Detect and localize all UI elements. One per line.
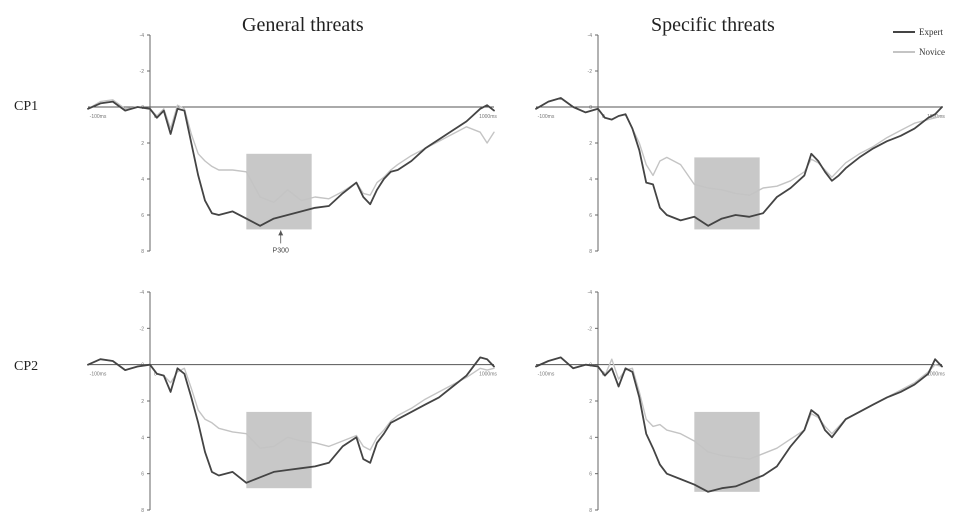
p300-window: [694, 157, 760, 230]
series-expert: [535, 356, 943, 493]
legend-item-expert: Expert: [893, 22, 945, 42]
y-tick-label: -4: [140, 33, 145, 39]
series-expert: [535, 97, 943, 227]
p300-window: [694, 411, 760, 492]
x-tick-label: 1000ms: [479, 372, 497, 378]
y-tick-label: 6: [141, 213, 144, 219]
x-tick-label: -100ms: [90, 114, 107, 120]
legend-item-novice: Novice: [893, 42, 945, 62]
y-tick-label: -2: [588, 69, 593, 75]
x-tick-label: -100ms: [538, 372, 555, 378]
row-label-cp2: CP2: [14, 359, 39, 374]
y-tick-label: 8: [589, 508, 592, 513]
y-tick-label: 8: [589, 249, 592, 255]
annotation-label: P300: [273, 247, 289, 254]
legend-swatch-expert: [893, 31, 915, 33]
row-label-cp1: CP1: [14, 99, 39, 114]
x-tick-label: -100ms: [90, 372, 107, 378]
y-tick-label: -2: [140, 69, 145, 75]
y-tick-label: 4: [141, 435, 144, 441]
y-tick-label: 6: [141, 472, 144, 478]
column-title-specific: Specific threats: [651, 14, 775, 36]
series-expert: [87, 100, 495, 227]
legend: Expert Novice: [893, 22, 945, 62]
y-tick-label: 2: [589, 399, 592, 405]
series-novice: [87, 99, 495, 204]
y-tick-label: -2: [140, 326, 145, 332]
legend-label-expert: Expert: [919, 27, 943, 37]
x-tick-label: 1000ms: [927, 372, 945, 378]
y-tick-label: 8: [141, 249, 144, 255]
y-tick-label: 4: [141, 177, 144, 183]
p300-window: [246, 411, 312, 489]
y-tick-label: 6: [589, 472, 592, 478]
series-expert: [87, 356, 495, 484]
x-tick-label: -100ms: [538, 114, 555, 120]
legend-swatch-novice: [893, 51, 915, 53]
y-tick-label: -4: [140, 290, 145, 296]
y-tick-label: 4: [589, 435, 592, 441]
y-tick-label: 2: [589, 141, 592, 147]
x-tick-label: 0: [154, 372, 157, 378]
legend-label-novice: Novice: [919, 47, 945, 57]
y-tick-label: -4: [588, 33, 593, 39]
annotation-arrowhead: [278, 230, 284, 236]
y-tick-label: -4: [588, 290, 593, 296]
y-tick-label: 2: [141, 399, 144, 405]
y-tick-label: 2: [141, 141, 144, 147]
y-tick-label: 0: [589, 105, 592, 111]
y-tick-label: -2: [588, 326, 593, 332]
column-title-general: General threats: [242, 14, 364, 36]
y-tick-label: 4: [589, 177, 592, 183]
y-tick-label: 6: [589, 213, 592, 219]
x-tick-label: 1000ms: [479, 114, 497, 120]
y-tick-label: 8: [141, 508, 144, 513]
